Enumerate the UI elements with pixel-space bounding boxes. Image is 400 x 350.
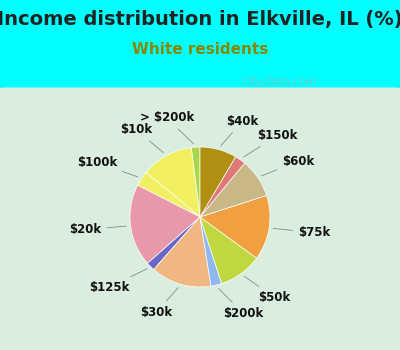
Text: > $200k: > $200k	[140, 111, 194, 144]
Wedge shape	[138, 173, 200, 217]
Text: $150k: $150k	[244, 129, 298, 157]
Wedge shape	[154, 217, 211, 287]
Text: $100k: $100k	[77, 156, 138, 177]
Text: $200k: $200k	[219, 288, 264, 320]
Wedge shape	[200, 217, 222, 286]
Text: $10k: $10k	[120, 124, 164, 153]
Wedge shape	[200, 147, 236, 217]
Text: $40k: $40k	[221, 114, 258, 146]
Text: White residents: White residents	[132, 42, 268, 57]
Wedge shape	[200, 195, 270, 258]
Wedge shape	[146, 148, 200, 217]
Text: $75k: $75k	[273, 226, 330, 239]
Text: Income distribution in Elkville, IL (%): Income distribution in Elkville, IL (%)	[0, 10, 400, 29]
Wedge shape	[200, 157, 245, 217]
Wedge shape	[130, 185, 200, 263]
Text: $125k: $125k	[89, 269, 147, 294]
Wedge shape	[148, 217, 200, 270]
Text: $20k: $20k	[69, 223, 126, 236]
Text: $30k: $30k	[140, 288, 178, 319]
Wedge shape	[200, 217, 257, 284]
Text: $60k: $60k	[262, 155, 314, 176]
Wedge shape	[200, 163, 266, 217]
Text: $50k: $50k	[244, 276, 291, 304]
Text: City-Data.com: City-Data.com	[243, 77, 317, 87]
Wedge shape	[191, 147, 200, 217]
